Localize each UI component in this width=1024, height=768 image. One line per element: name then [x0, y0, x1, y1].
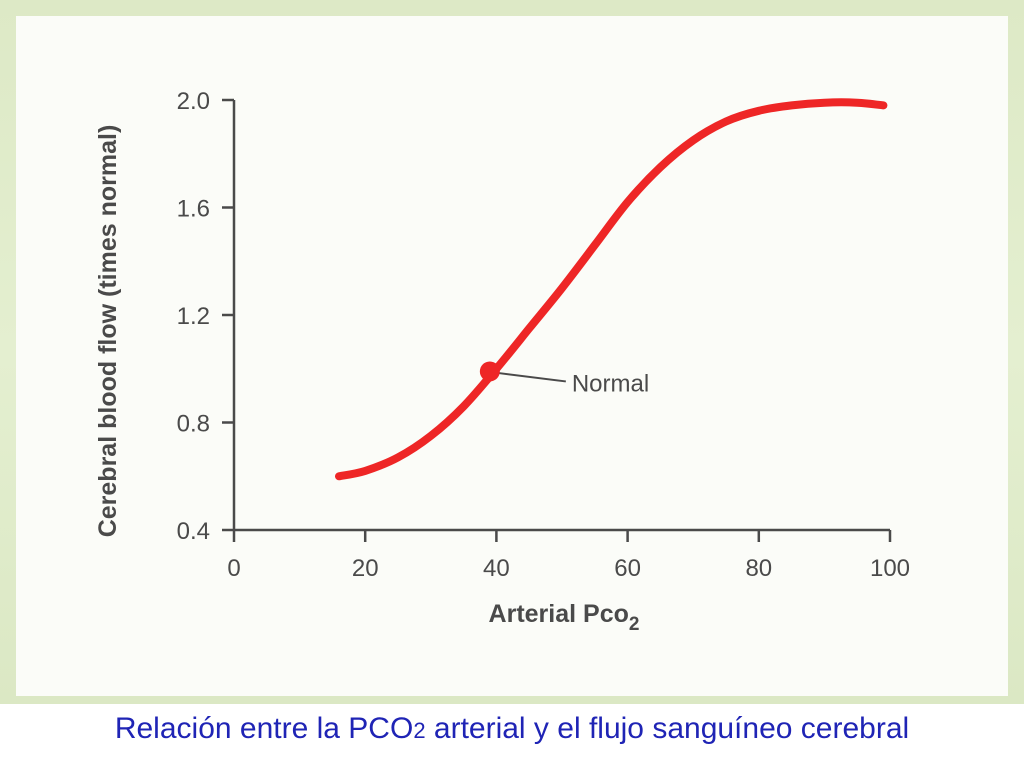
x-tick-label: 100 [870, 555, 910, 582]
series-line [335, 98, 888, 481]
slide-caption: Relación entre la PCO2 arterial y el flu… [0, 712, 1024, 746]
normal-point [479, 361, 500, 382]
y-tick-label: 1.6 [177, 196, 210, 223]
normal-annotation-label: Normal [572, 370, 649, 397]
slide-frame: 0 20 40 60 80 100 0.4 0.8 1.2 1.6 2.0 Normal Arter… [0, 0, 1024, 704]
y-tick-label: 0.4 [177, 518, 210, 545]
caption-subscript: 2 [413, 718, 426, 743]
x-tick-label: 60 [614, 555, 641, 582]
x-axis-title: Arterial Pco2 [489, 600, 640, 635]
cerebral-blood-flow-chart: 0 20 40 60 80 100 0.4 0.8 1.2 1.6 2.0 Normal Arter… [94, 88, 910, 635]
y-tick-label: 1.2 [177, 303, 210, 330]
caption-text-suffix: arterial y el flujo sanguíneo cerebral [425, 712, 910, 745]
x-tick-label: 0 [227, 555, 240, 582]
x-tick-label: 20 [352, 555, 379, 582]
normal-annotation-leader [493, 371, 566, 383]
y-tick-label: 0.8 [177, 411, 210, 438]
caption-text-prefix: Relación entre la PCO [114, 712, 414, 745]
x-tick-label: 80 [745, 555, 772, 582]
chart-panel: 0 20 40 60 80 100 0.4 0.8 1.2 1.6 2.0 Normal Arter… [16, 16, 1008, 696]
y-axis-title: Cerebral blood flow (times normal) [94, 125, 122, 538]
y-tick-label: 2.0 [177, 88, 210, 115]
x-tick-label: 40 [483, 555, 510, 582]
